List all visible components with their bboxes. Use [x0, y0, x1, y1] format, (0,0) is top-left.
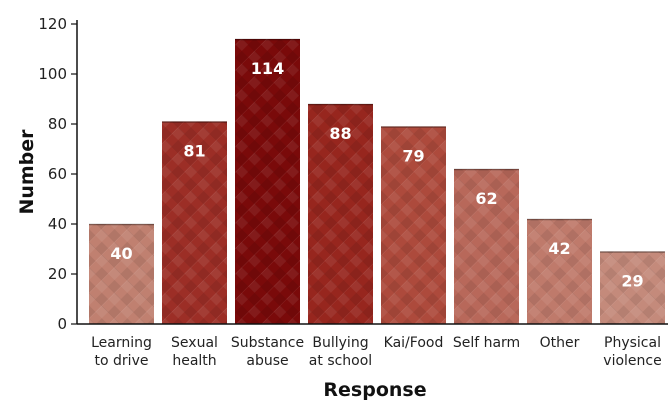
y-axis-title: Number — [16, 129, 38, 215]
bar-value-label: 42 — [548, 239, 570, 258]
bar-value-label: 62 — [475, 189, 497, 208]
x-category-label: to drive — [95, 353, 149, 369]
x-category-label: Self harm — [453, 335, 520, 351]
x-category-label: abuse — [246, 353, 288, 369]
x-category-label: Bullying — [312, 335, 368, 351]
bar-texture — [454, 169, 519, 324]
x-category-label: at school — [309, 353, 372, 369]
x-axis-title: Response — [323, 379, 426, 401]
x-category-label: Learning — [91, 335, 152, 351]
bar-texture — [600, 251, 665, 324]
x-category-label: Substance — [231, 335, 304, 351]
bars-layer: 40 81 114 88 79 62 42 29 — [89, 38, 665, 324]
bar-value-label: 29 — [621, 272, 643, 291]
bar-texture — [162, 121, 227, 324]
y-tick-label: 80 — [48, 115, 67, 133]
bar-value-label: 81 — [183, 142, 205, 161]
y-tick-label: 20 — [48, 265, 67, 283]
bar-value-label: 114 — [251, 59, 284, 78]
x-category-label: Kai/Food — [384, 335, 444, 351]
x-categories-layer: Learning to drive Sexual health Substance abu… — [91, 335, 662, 369]
bar-texture — [235, 39, 300, 324]
bar-texture — [89, 224, 154, 324]
bar-texture — [381, 126, 446, 324]
x-category-label: health — [172, 353, 216, 369]
y-tick-label: 60 — [48, 165, 67, 183]
y-tick-label: 100 — [38, 65, 67, 83]
bar-texture — [308, 104, 373, 324]
x-category-label: Physical — [604, 335, 661, 351]
bar-value-label: 79 — [402, 147, 424, 166]
x-category-label: Other — [540, 335, 580, 351]
bar-value-label: 88 — [329, 124, 351, 143]
y-ticks-layer: 0 20 40 60 80 100 120 — [38, 15, 77, 333]
x-category-label: Sexual — [171, 335, 218, 351]
y-tick-label: 40 — [48, 215, 67, 233]
bar-value-label: 40 — [110, 244, 132, 263]
x-category-label: violence — [603, 353, 661, 369]
bar-texture — [527, 219, 592, 324]
y-tick-label: 0 — [57, 315, 67, 333]
y-tick-label: 120 — [38, 15, 67, 33]
